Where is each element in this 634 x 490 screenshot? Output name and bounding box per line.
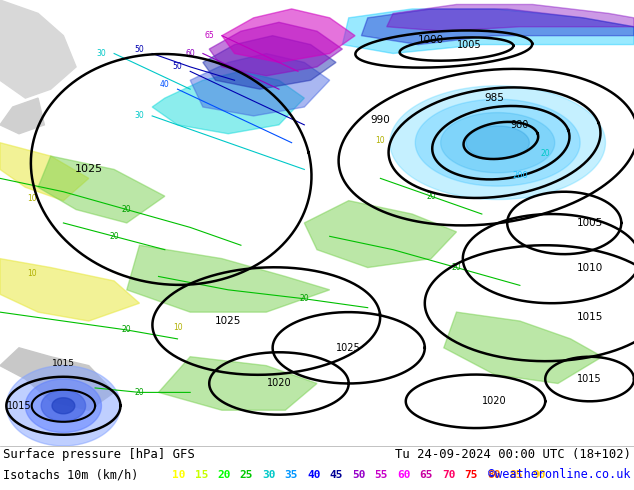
- Polygon shape: [0, 259, 139, 321]
- Text: 55: 55: [375, 470, 388, 480]
- Text: 20: 20: [109, 232, 119, 241]
- Text: 10: 10: [27, 194, 37, 203]
- Polygon shape: [441, 113, 555, 173]
- Polygon shape: [342, 9, 634, 53]
- Polygon shape: [0, 348, 114, 410]
- Polygon shape: [466, 126, 529, 159]
- Text: 1015: 1015: [52, 359, 75, 368]
- Text: 1015: 1015: [7, 401, 31, 411]
- Text: 60: 60: [185, 49, 195, 58]
- Polygon shape: [25, 379, 101, 433]
- Text: 1005: 1005: [576, 218, 603, 228]
- Text: 1025: 1025: [336, 343, 361, 353]
- Polygon shape: [6, 366, 120, 446]
- Text: 980: 980: [511, 120, 529, 130]
- Text: 20: 20: [122, 205, 132, 214]
- Polygon shape: [203, 36, 336, 89]
- Text: 10: 10: [375, 136, 385, 145]
- Text: 1015: 1015: [576, 312, 603, 321]
- Polygon shape: [41, 390, 86, 421]
- Text: Isotachs 10m (km/h): Isotachs 10m (km/h): [3, 468, 138, 482]
- Text: 20: 20: [217, 470, 231, 480]
- Text: 10: 10: [172, 323, 183, 332]
- Text: 45: 45: [330, 470, 343, 480]
- Polygon shape: [387, 4, 634, 31]
- Text: 50: 50: [134, 45, 145, 53]
- Polygon shape: [415, 99, 580, 186]
- Text: 1015: 1015: [578, 374, 602, 384]
- Polygon shape: [209, 22, 342, 76]
- Text: 80: 80: [487, 470, 500, 480]
- Text: ©weatheronline.co.uk: ©weatheronline.co.uk: [489, 468, 631, 482]
- Polygon shape: [222, 9, 355, 62]
- Text: 30: 30: [262, 470, 276, 480]
- Text: 10: 10: [27, 270, 37, 278]
- Text: 1025: 1025: [75, 165, 103, 174]
- Text: 35: 35: [285, 470, 298, 480]
- Text: 1020: 1020: [482, 396, 507, 406]
- Text: 20: 20: [134, 388, 145, 397]
- Text: 40: 40: [307, 470, 321, 480]
- Text: 20: 20: [122, 325, 132, 335]
- Text: 1010: 1010: [576, 263, 603, 272]
- Text: Surface pressure [hPa] GFS: Surface pressure [hPa] GFS: [3, 448, 195, 462]
- Text: 50: 50: [172, 62, 183, 72]
- Text: 75: 75: [465, 470, 478, 480]
- Polygon shape: [38, 156, 165, 223]
- Text: 20: 20: [451, 263, 462, 272]
- Polygon shape: [152, 72, 304, 134]
- Text: 85: 85: [510, 470, 523, 480]
- Text: 1025: 1025: [215, 316, 242, 326]
- Text: 985: 985: [484, 93, 505, 103]
- Text: 25: 25: [240, 470, 253, 480]
- Text: 20: 20: [299, 294, 309, 303]
- Text: Tu 24-09-2024 00:00 UTC (18+102): Tu 24-09-2024 00:00 UTC (18+102): [395, 448, 631, 462]
- Text: 10: 10: [172, 470, 186, 480]
- Text: 30: 30: [96, 49, 107, 58]
- Text: 1000: 1000: [418, 35, 444, 45]
- Polygon shape: [0, 143, 89, 201]
- Text: 200: 200: [512, 172, 527, 180]
- Polygon shape: [190, 53, 330, 116]
- Text: 20: 20: [540, 149, 550, 158]
- Text: 70: 70: [442, 470, 455, 480]
- Text: 1005: 1005: [457, 40, 481, 49]
- Text: 65: 65: [204, 31, 214, 40]
- Text: 90: 90: [532, 470, 545, 480]
- Polygon shape: [52, 398, 75, 414]
- Polygon shape: [444, 312, 602, 384]
- Polygon shape: [127, 245, 330, 312]
- Text: 40: 40: [160, 80, 170, 89]
- Text: 50: 50: [352, 470, 365, 480]
- Text: 30: 30: [134, 111, 145, 121]
- Text: 1020: 1020: [267, 378, 291, 389]
- Polygon shape: [0, 98, 44, 134]
- Polygon shape: [304, 201, 456, 268]
- Text: 60: 60: [397, 470, 410, 480]
- Polygon shape: [158, 357, 317, 410]
- Text: 15: 15: [195, 470, 208, 480]
- Polygon shape: [361, 9, 634, 45]
- Polygon shape: [390, 86, 605, 199]
- Text: 65: 65: [420, 470, 433, 480]
- Polygon shape: [0, 0, 76, 98]
- Text: 20: 20: [426, 192, 436, 201]
- Text: 990: 990: [370, 115, 391, 125]
